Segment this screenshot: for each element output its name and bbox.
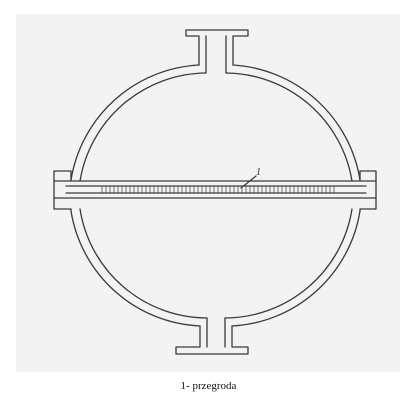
left-flange <box>53 170 72 212</box>
shell-outer-left <box>70 64 201 327</box>
top-nozzle <box>185 29 249 66</box>
bottom-nozzle <box>175 325 249 355</box>
diagram-caption: 1- przegroda <box>180 380 237 392</box>
callout-leader <box>240 175 257 189</box>
bottom-nozzle-inner <box>206 317 226 348</box>
shell-inner-left <box>79 72 208 319</box>
shell-outer-right <box>231 64 361 327</box>
right-flange <box>359 170 377 212</box>
callout-number: 1 <box>256 167 261 178</box>
shell-inner-right <box>224 72 353 319</box>
partition-hatching <box>101 186 335 193</box>
top-nozzle-inner <box>205 35 227 74</box>
